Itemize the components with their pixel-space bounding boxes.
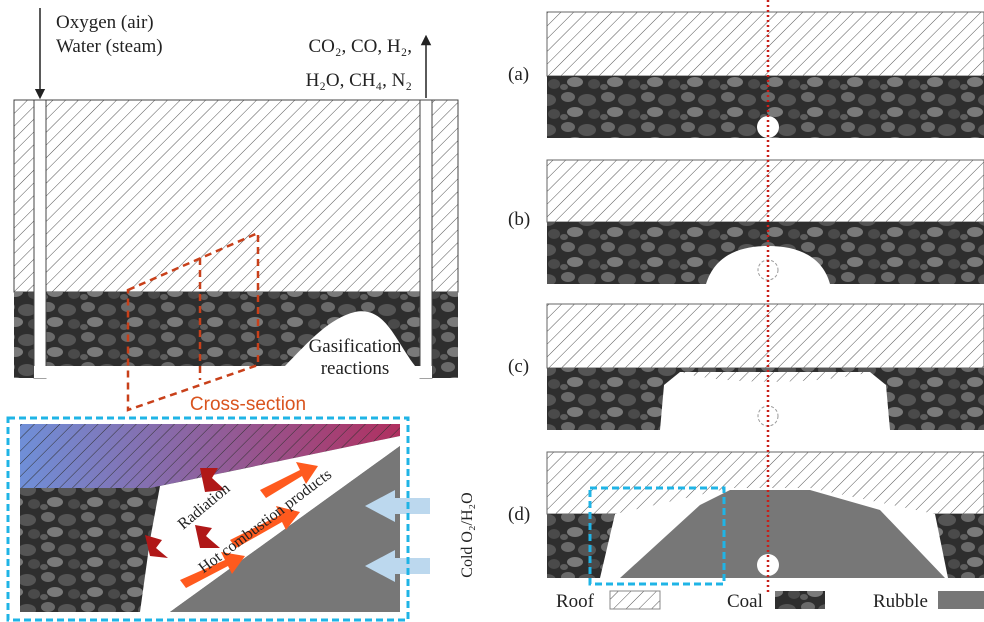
legend-swatch <box>775 591 825 609</box>
panel-label: (c) <box>508 356 529 377</box>
panel-d <box>547 452 984 584</box>
inlet-label: Water (steam) <box>56 36 163 57</box>
legend-swatch <box>938 591 984 609</box>
panel-label: (a) <box>508 64 529 85</box>
diagram: Oxygen (air) Water (steam) CO₂, CO, H₂, … <box>0 0 984 622</box>
panel-b <box>547 160 984 284</box>
legend-swatch <box>610 591 660 609</box>
reaction-label: reactions <box>321 358 390 379</box>
outlet-label: CO₂, CO, H₂, <box>308 36 412 57</box>
panel-c <box>547 304 984 430</box>
cold-input-label: Cold O₂/H₂O <box>459 492 476 577</box>
outlet-label: H₂O, CH₄, N₂ <box>306 70 412 91</box>
inset <box>8 418 430 620</box>
panel-label: (d) <box>508 504 530 525</box>
inlet-label: Oxygen (air) <box>56 12 154 33</box>
cross-section-label: Cross-section <box>190 394 306 415</box>
panel-label: (b) <box>508 209 530 230</box>
reaction-label: Gasification <box>309 336 402 357</box>
panel-a <box>547 12 984 138</box>
legend-label: Coal <box>727 591 763 612</box>
legend-label: Roof <box>556 591 595 612</box>
legend-label: Rubble <box>873 591 928 612</box>
